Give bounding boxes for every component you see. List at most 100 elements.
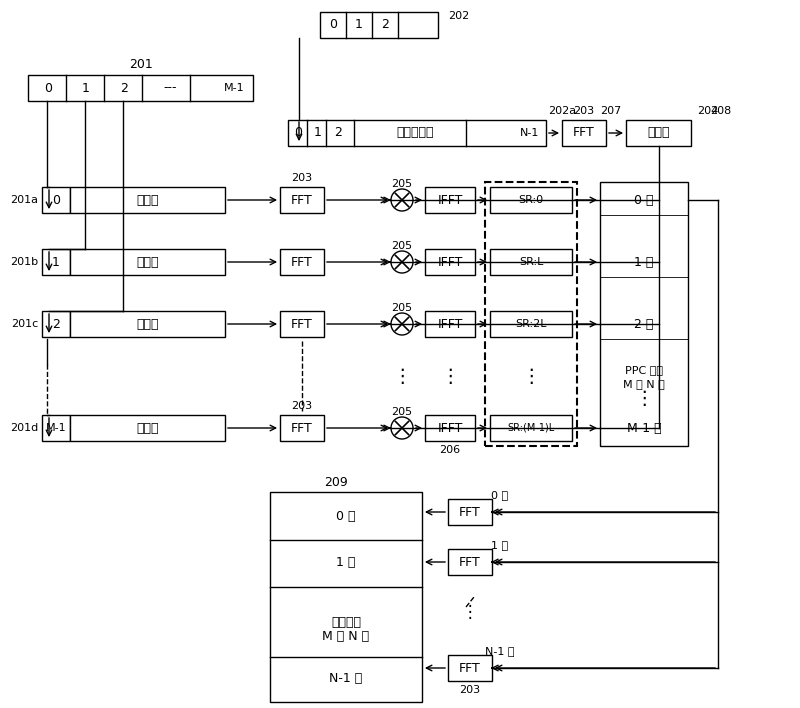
Bar — [448, 549, 492, 575]
Text: SR:0: SR:0 — [518, 195, 543, 205]
Bar — [70, 415, 225, 441]
Text: 206: 206 — [439, 445, 461, 455]
Bar — [490, 311, 572, 337]
Text: 205: 205 — [391, 407, 413, 417]
Bar — [562, 120, 606, 146]
Bar — [288, 120, 546, 146]
Bar — [320, 12, 438, 38]
Text: 0: 0 — [52, 193, 60, 207]
Bar — [280, 187, 324, 213]
Text: IFFT: IFFT — [438, 193, 462, 207]
Text: FFT: FFT — [291, 193, 313, 207]
Bar — [425, 249, 475, 275]
Text: M 行 N 列: M 行 N 列 — [322, 631, 370, 644]
Text: M 行 N 列: M 行 N 列 — [623, 379, 665, 389]
Text: SR:(M-1)L: SR:(M-1)L — [507, 423, 554, 433]
Bar — [425, 187, 475, 213]
Text: 零填充: 零填充 — [136, 421, 158, 435]
Text: FFT: FFT — [291, 256, 313, 268]
Text: M-1 行: M-1 行 — [626, 421, 662, 435]
Text: IFFT: IFFT — [438, 317, 462, 331]
Bar — [280, 311, 324, 337]
Text: 2: 2 — [381, 18, 389, 31]
Text: 1 行: 1 行 — [634, 256, 654, 268]
Text: 1: 1 — [52, 256, 60, 268]
Bar — [425, 415, 475, 441]
Text: 203: 203 — [459, 685, 481, 695]
Text: FFT: FFT — [459, 661, 481, 675]
Text: 203: 203 — [574, 106, 594, 116]
Text: FFT: FFT — [573, 127, 595, 139]
Text: ⋮: ⋮ — [522, 367, 541, 385]
Text: FFT: FFT — [291, 421, 313, 435]
Text: SR:2L: SR:2L — [515, 319, 546, 329]
Text: 207: 207 — [600, 106, 621, 116]
Text: 2: 2 — [120, 81, 128, 94]
Text: 复共轭: 复共轭 — [647, 127, 670, 139]
Text: 205: 205 — [391, 241, 413, 251]
Text: 201a: 201a — [10, 195, 38, 205]
Text: N-1 列: N-1 列 — [330, 673, 362, 685]
Text: SR:L: SR:L — [519, 257, 543, 267]
Text: FFT: FFT — [459, 506, 481, 518]
Bar — [600, 182, 688, 446]
Text: 2: 2 — [52, 317, 60, 331]
Text: ⋮: ⋮ — [634, 389, 654, 408]
Bar — [448, 499, 492, 525]
Text: 201b: 201b — [10, 257, 38, 267]
Text: M-1: M-1 — [46, 423, 66, 433]
Text: 208: 208 — [710, 106, 731, 116]
Text: 201c: 201c — [10, 319, 38, 329]
Text: 零填充: 零填充 — [136, 317, 158, 331]
Text: FFT: FFT — [459, 556, 481, 569]
Text: 202a: 202a — [548, 106, 576, 116]
Text: 0 行: 0 行 — [634, 193, 654, 207]
Text: 0 列: 0 列 — [491, 490, 509, 500]
Bar — [490, 187, 572, 213]
Bar — [490, 415, 572, 441]
Bar — [70, 311, 225, 337]
Text: 203: 203 — [291, 173, 313, 183]
Text: 1 列: 1 列 — [336, 556, 356, 569]
Text: 209: 209 — [324, 476, 348, 489]
Text: 0: 0 — [44, 81, 52, 94]
Bar — [28, 75, 253, 101]
Text: 205: 205 — [391, 303, 413, 313]
Text: IFFT: IFFT — [438, 256, 462, 268]
Text: ---: --- — [163, 81, 177, 94]
Text: 205: 205 — [391, 179, 413, 189]
Bar — [448, 655, 492, 681]
Text: 1 列: 1 列 — [491, 540, 509, 550]
Text: 2: 2 — [334, 127, 342, 139]
Bar — [485, 182, 577, 446]
Bar — [42, 249, 70, 275]
Text: 过采样扩展: 过采样扩展 — [396, 127, 434, 139]
Bar — [42, 311, 70, 337]
Text: 2 行: 2 行 — [634, 317, 654, 331]
Text: ⋮: ⋮ — [392, 367, 412, 385]
Text: 1: 1 — [355, 18, 363, 31]
Text: N-1: N-1 — [520, 128, 540, 138]
Text: 结果矩阵: 结果矩阵 — [331, 615, 361, 629]
Text: 1: 1 — [314, 127, 322, 139]
Bar — [42, 415, 70, 441]
Bar — [42, 187, 70, 213]
Text: PPC 矩阵: PPC 矩阵 — [625, 365, 663, 375]
Text: 0: 0 — [294, 127, 302, 139]
Text: 零填充: 零填充 — [136, 256, 158, 268]
Text: 202: 202 — [448, 11, 470, 21]
Bar — [626, 120, 691, 146]
Text: 203: 203 — [291, 401, 313, 411]
Bar — [280, 415, 324, 441]
Text: 0 列: 0 列 — [336, 510, 356, 523]
Bar — [70, 249, 225, 275]
Text: IFFT: IFFT — [438, 421, 462, 435]
Text: 201: 201 — [129, 59, 152, 72]
Bar — [425, 311, 475, 337]
Text: N-1 列: N-1 列 — [486, 646, 514, 656]
Text: 0: 0 — [329, 18, 337, 31]
Text: M-1: M-1 — [224, 83, 244, 93]
Bar — [70, 187, 225, 213]
Text: 1: 1 — [82, 81, 90, 94]
Bar — [280, 249, 324, 275]
